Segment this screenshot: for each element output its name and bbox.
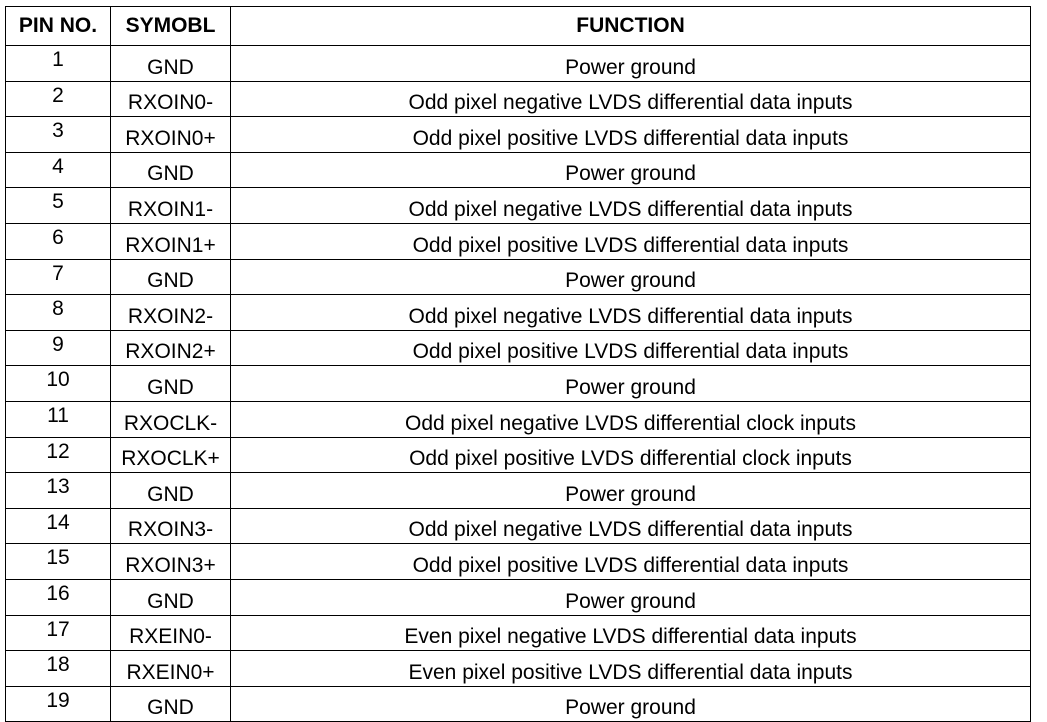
pin-cell: 3 bbox=[5, 116, 111, 153]
symbol-cell: RXOIN2- bbox=[110, 294, 231, 331]
symbol-cell: GND bbox=[110, 151, 231, 189]
symbol-cell: GND bbox=[110, 258, 231, 296]
table-row: 15 RXOIN3+ Odd pixel positive LVDS differe… bbox=[5, 543, 1031, 580]
pin-cell: 8 bbox=[5, 294, 111, 331]
symbol-cell: RXOIN2+ bbox=[110, 329, 231, 367]
symbol-cell: GND bbox=[110, 365, 231, 402]
symbol-cell: GND bbox=[110, 685, 231, 722]
table-row: 4 GND Power ground bbox=[5, 151, 1031, 189]
pin-cell: 7 bbox=[5, 258, 111, 296]
header-function: FUNCTION bbox=[230, 6, 1031, 46]
table-row: 13 GND Power ground bbox=[5, 472, 1031, 509]
pin-cell: 6 bbox=[5, 222, 111, 260]
function-cell: Odd pixel negative LVDS differential dat… bbox=[230, 80, 1031, 118]
pin-cell: 9 bbox=[5, 329, 111, 367]
table-row: 14 RXOIN3- Odd pixel negative LVDS differe… bbox=[5, 507, 1031, 545]
function-cell: Odd pixel negative LVDS differential clo… bbox=[230, 400, 1031, 438]
function-cell: Odd pixel positive LVDS differential dat… bbox=[230, 543, 1031, 580]
symbol-cell: RXOCLK- bbox=[110, 400, 231, 438]
header-row: PIN NO. SYMOBL FUNCTION bbox=[5, 6, 1031, 46]
symbol-cell: GND bbox=[110, 45, 231, 82]
symbol-cell: RXOIN0+ bbox=[110, 116, 231, 153]
pin-cell: 18 bbox=[5, 650, 111, 687]
function-cell: Power ground bbox=[230, 685, 1031, 722]
function-cell: Power ground bbox=[230, 472, 1031, 509]
symbol-cell: RXOIN0- bbox=[110, 80, 231, 118]
symbol-cell: RXEIN0+ bbox=[110, 650, 231, 687]
table-row: 2 RXOIN0- Odd pixel negative LVDS differen… bbox=[5, 80, 1031, 118]
header-pin: PIN NO. bbox=[5, 6, 111, 46]
pin-cell: 16 bbox=[5, 578, 111, 616]
function-cell: Power ground bbox=[230, 578, 1031, 616]
function-cell: Odd pixel positive LVDS differential dat… bbox=[230, 329, 1031, 367]
table-row: 18 RXEIN0+ Even pixel positive LVDS differ… bbox=[5, 650, 1031, 687]
function-cell: Power ground bbox=[230, 258, 1031, 296]
pin-cell: 10 bbox=[5, 365, 111, 402]
symbol-cell: RXOIN3+ bbox=[110, 543, 231, 580]
symbol-cell: RXOIN3- bbox=[110, 507, 231, 545]
symbol-cell: GND bbox=[110, 578, 231, 616]
pin-cell: 12 bbox=[5, 436, 111, 474]
function-cell: Power ground bbox=[230, 45, 1031, 82]
function-cell: Power ground bbox=[230, 365, 1031, 402]
function-cell: Power ground bbox=[230, 151, 1031, 189]
pin-cell: 19 bbox=[5, 685, 111, 722]
table-row: 8 RXOIN2- Odd pixel negative LVDS differen… bbox=[5, 294, 1031, 331]
function-cell: Even pixel negative LVDS differential da… bbox=[230, 614, 1031, 652]
symbol-cell: RXOIN1+ bbox=[110, 222, 231, 260]
pin-cell: 2 bbox=[5, 80, 111, 118]
table-row: 17 RXEIN0- Even pixel negative LVDS differ… bbox=[5, 614, 1031, 652]
function-cell: Odd pixel negative LVDS differential dat… bbox=[230, 294, 1031, 331]
table-row: 16 GND Power ground bbox=[5, 578, 1031, 616]
symbol-cell: RXOCLK+ bbox=[110, 436, 231, 474]
table-row: 9 RXOIN2+ Odd pixel positive LVDS differen… bbox=[5, 329, 1031, 367]
pin-cell: 17 bbox=[5, 614, 111, 652]
symbol-cell: RXOIN1- bbox=[110, 187, 231, 224]
function-cell: Even pixel positive LVDS differential da… bbox=[230, 650, 1031, 687]
function-cell: Odd pixel positive LVDS differential dat… bbox=[230, 116, 1031, 153]
pin-table: PIN NO. SYMOBL FUNCTION 1 GND Power ground… bbox=[5, 6, 1031, 722]
symbol-cell: GND bbox=[110, 472, 231, 509]
table-row: 19 GND Power ground bbox=[5, 685, 1031, 722]
table-row: 12 RXOCLK+ Odd pixel positive LVDS differe… bbox=[5, 436, 1031, 474]
header-symbol: SYMOBL bbox=[110, 6, 231, 46]
function-cell: Odd pixel negative LVDS differential dat… bbox=[230, 187, 1031, 224]
pin-cell: 13 bbox=[5, 472, 111, 509]
pin-cell: 14 bbox=[5, 507, 111, 545]
pin-cell: 11 bbox=[5, 400, 111, 438]
pin-cell: 4 bbox=[5, 151, 111, 189]
pin-cell: 1 bbox=[5, 45, 111, 82]
function-cell: Odd pixel positive LVDS differential clo… bbox=[230, 436, 1031, 474]
function-cell: Odd pixel positive LVDS differential dat… bbox=[230, 222, 1031, 260]
table-row: 10 GND Power ground bbox=[5, 365, 1031, 402]
table-row: 1 GND Power ground bbox=[5, 45, 1031, 82]
table-row: 11 RXOCLK- Odd pixel negative LVDS differe… bbox=[5, 400, 1031, 438]
symbol-cell: RXEIN0- bbox=[110, 614, 231, 652]
table-row: 7 GND Power ground bbox=[5, 258, 1031, 296]
table-row: 5 RXOIN1- Odd pixel negative LVDS differen… bbox=[5, 187, 1031, 224]
function-cell: Odd pixel negative LVDS differential dat… bbox=[230, 507, 1031, 545]
pin-cell: 15 bbox=[5, 543, 111, 580]
table-row: 3 RXOIN0+ Odd pixel positive LVDS differen… bbox=[5, 116, 1031, 153]
pin-cell: 5 bbox=[5, 187, 111, 224]
table-row: 6 RXOIN1+ Odd pixel positive LVDS differen… bbox=[5, 222, 1031, 260]
